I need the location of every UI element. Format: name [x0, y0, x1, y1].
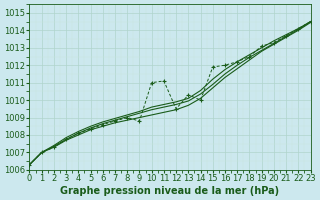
X-axis label: Graphe pression niveau de la mer (hPa): Graphe pression niveau de la mer (hPa) [60, 186, 280, 196]
